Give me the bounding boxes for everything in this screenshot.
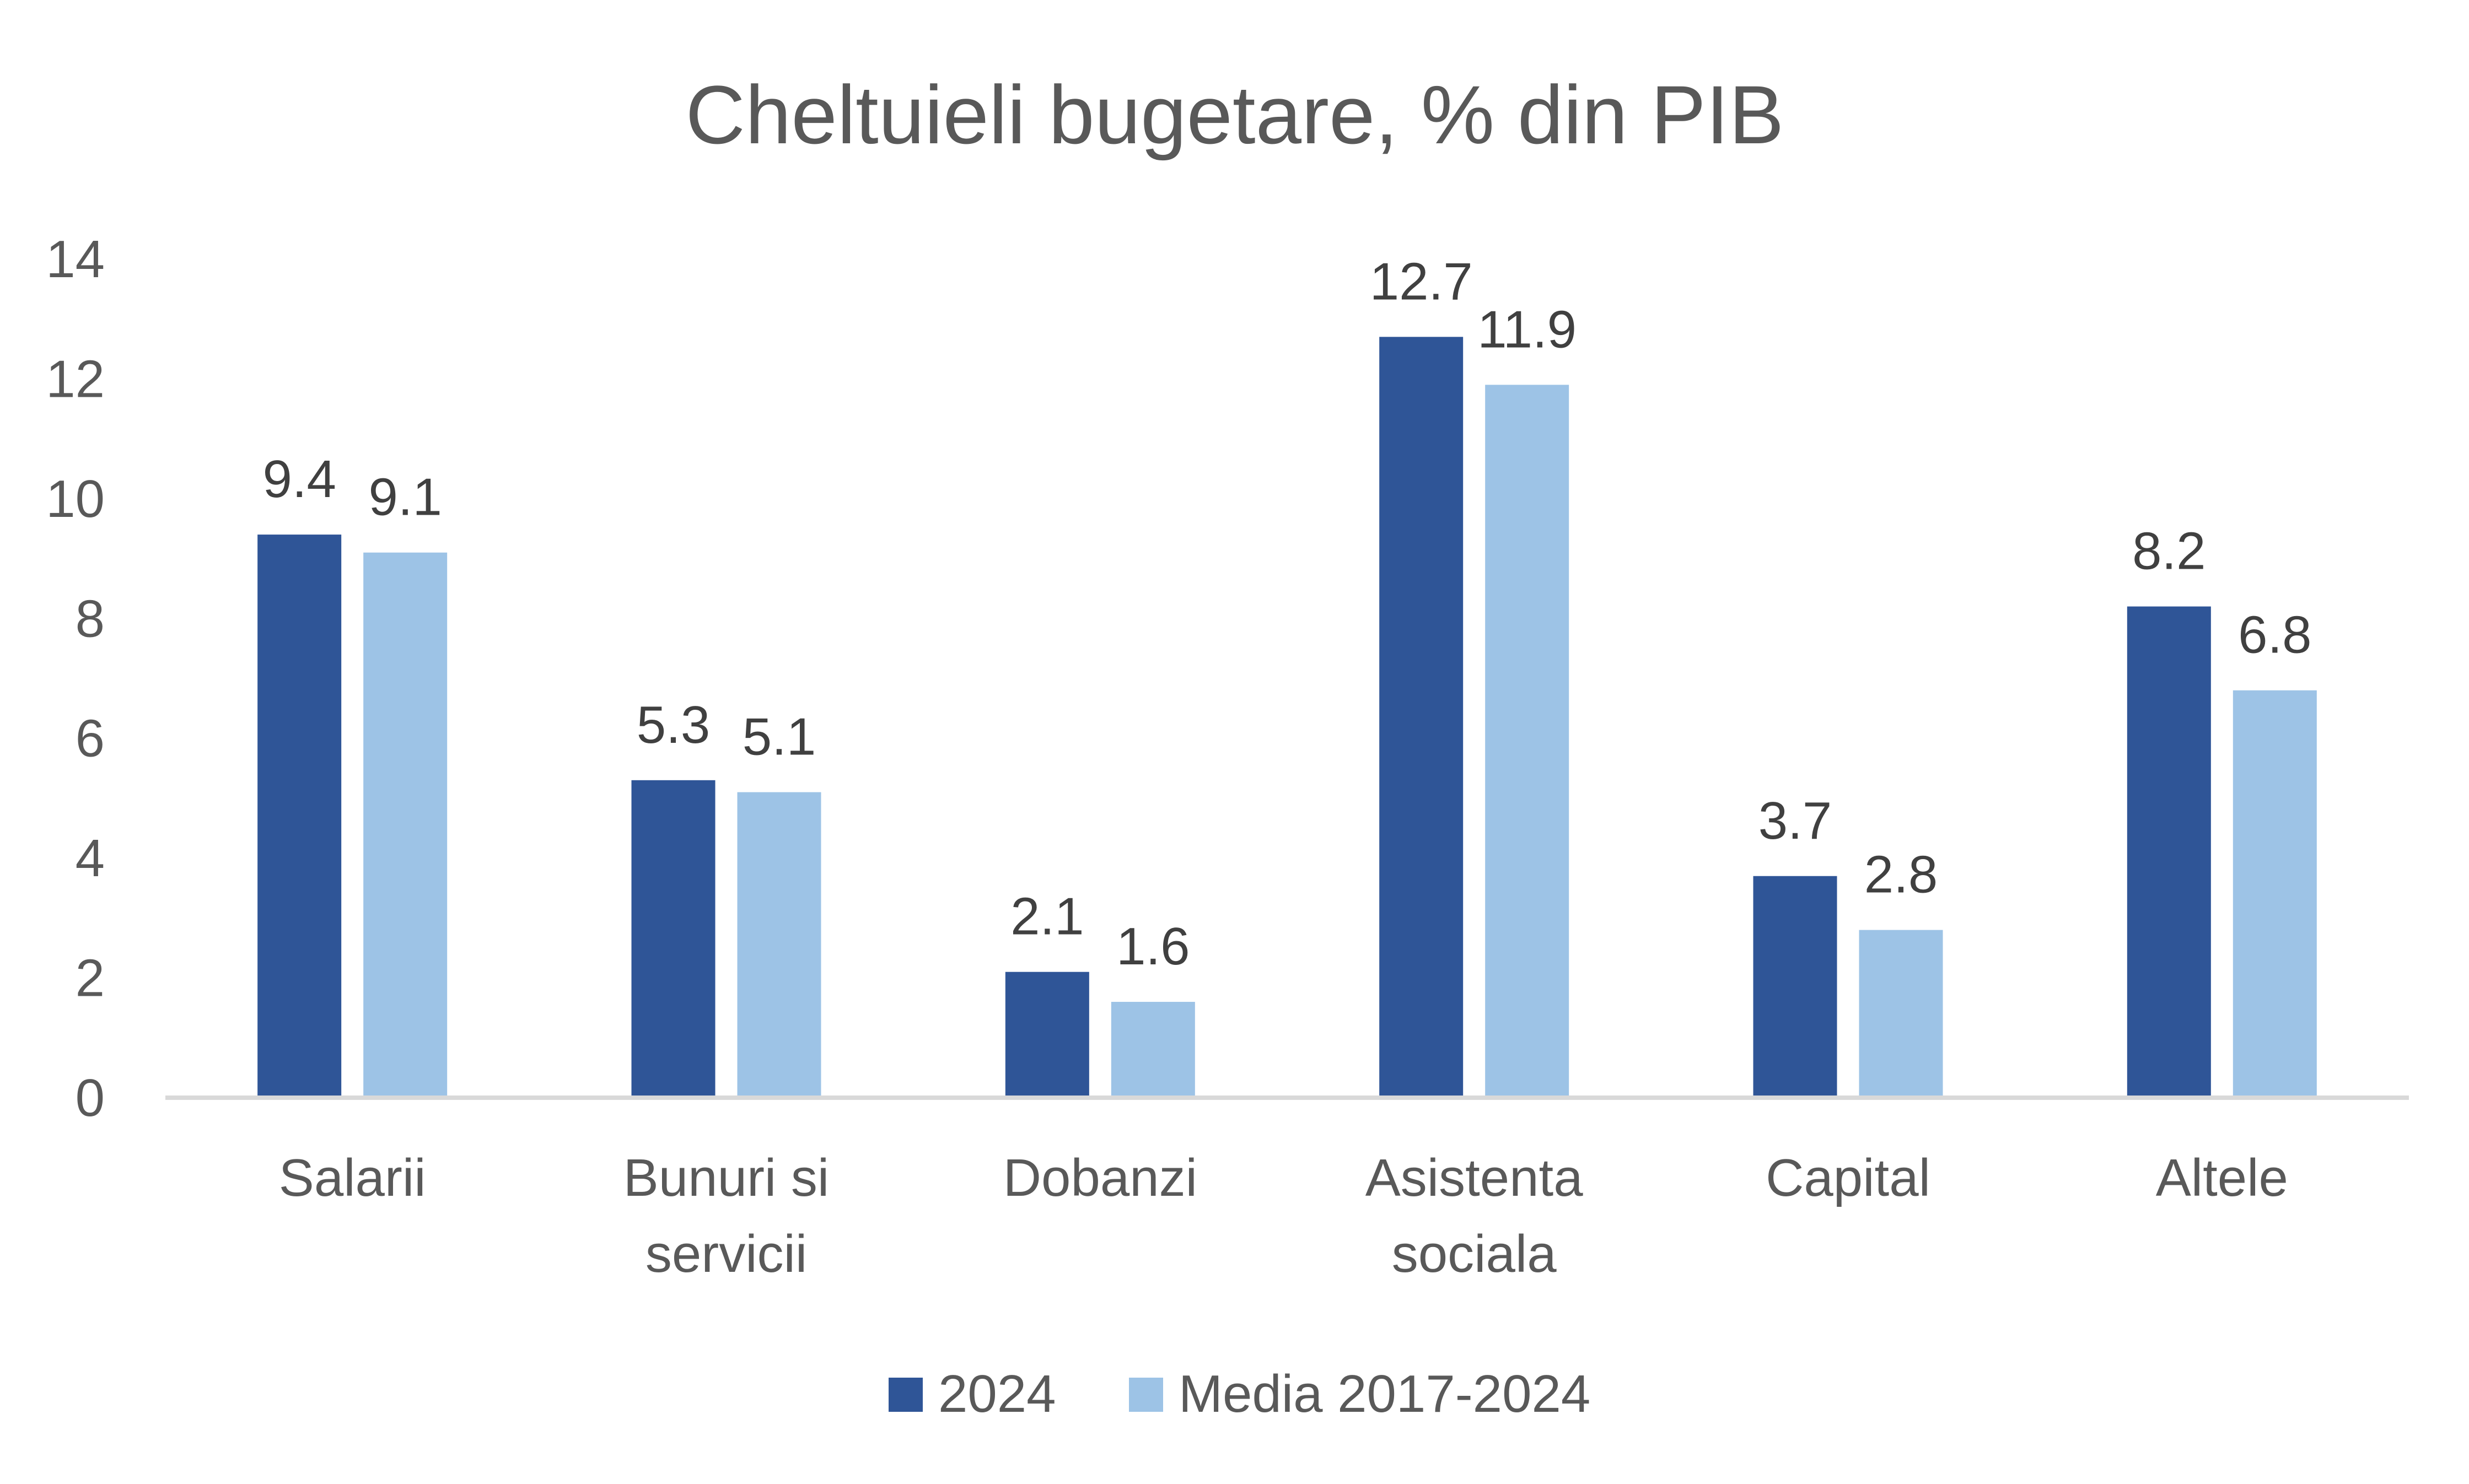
x-category-label: servicii [646, 1224, 807, 1283]
bar-media [1111, 1002, 1195, 1098]
chart-title: Cheltuieli bugetare, % din PIB [686, 68, 1784, 161]
data-label: 8.2 [2132, 522, 2206, 581]
y-tick-label: 12 [46, 349, 105, 408]
bar-media [2233, 690, 2317, 1098]
legend: 2024 Media 2017-2024 [889, 1364, 1590, 1423]
y-tick-label: 8 [76, 589, 105, 648]
bar-media [363, 552, 448, 1098]
bar-media [1485, 385, 1569, 1098]
bar-2024 [257, 535, 342, 1098]
legend-label: 2024 [938, 1364, 1056, 1423]
y-tick-label: 0 [76, 1069, 105, 1127]
bar-media [737, 792, 821, 1098]
legend-label: Media 2017-2024 [1179, 1364, 1590, 1423]
bar-media [1859, 930, 1943, 1098]
data-label: 2.8 [1864, 845, 1938, 904]
bar-2024 [2127, 606, 2211, 1098]
data-label: 9.1 [368, 468, 442, 527]
bar-2024 [1379, 337, 1464, 1098]
x-category-label: Bunuri si [623, 1148, 830, 1207]
bar-2024 [631, 780, 716, 1098]
data-label: 3.7 [1758, 791, 1832, 850]
legend-swatch [889, 1378, 923, 1412]
bar-2024 [1753, 876, 1837, 1098]
legend-swatch [1129, 1378, 1163, 1412]
data-label: 2.1 [1010, 887, 1084, 946]
data-label: 5.3 [637, 695, 710, 754]
x-category-label: sociala [1392, 1224, 1557, 1283]
x-category-label: Capital [1766, 1148, 1930, 1207]
y-tick-label: 14 [46, 230, 105, 289]
data-label: 12.7 [1370, 252, 1473, 311]
y-tick-label: 10 [46, 470, 105, 528]
data-labels-group: 9.4 9.1 5.3 5.1 2.1 1.6 12.711.9 3.7 2.8 8.2 6.8 [262, 252, 2311, 976]
bars-group [257, 337, 2317, 1098]
x-category-label: Asistenta [1365, 1148, 1583, 1207]
data-label: 1.6 [1116, 917, 1190, 976]
data-label: 11.9 [1477, 300, 1577, 359]
y-tick-label: 4 [76, 829, 105, 888]
bar-2024 [1005, 972, 1089, 1098]
y-tick-label: 2 [76, 949, 105, 1008]
data-label: 9.4 [262, 450, 336, 509]
y-tick-label: 6 [76, 709, 105, 768]
data-label: 5.1 [743, 708, 816, 767]
data-label: 6.8 [2238, 606, 2311, 665]
x-category-label: Altele [2156, 1148, 2288, 1207]
y-axis-ticks: 0 2 4 6 8 10 12 14 [46, 230, 105, 1127]
x-category-label: Salarii [279, 1148, 426, 1207]
x-axis-category-labels: Salarii Bunuri si servicii Dobanzi Asistenta… [279, 1148, 2288, 1283]
x-category-label: Dobanzi [1003, 1148, 1197, 1207]
